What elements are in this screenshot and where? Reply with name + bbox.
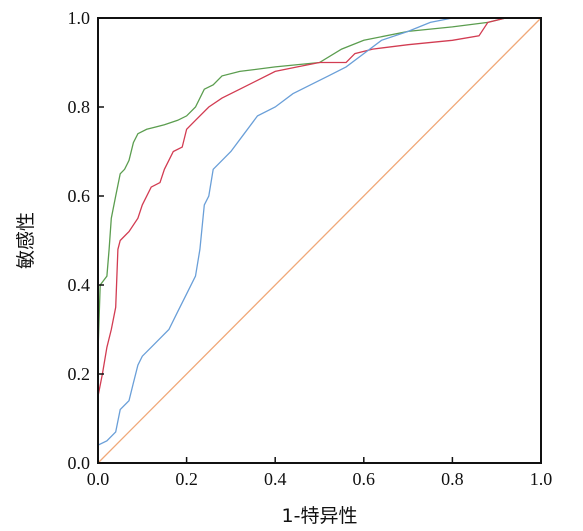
series-line-2 <box>97 17 541 463</box>
x-tick-label: 0.4 <box>264 469 287 489</box>
series-line-3 <box>97 17 541 463</box>
series-line-4 <box>97 17 542 464</box>
x-tick-label: 0.2 <box>175 469 198 489</box>
series-layer <box>97 17 542 464</box>
y-tick-label: 0.2 <box>68 364 91 384</box>
y-tick-label: 1.0 <box>68 8 91 28</box>
x-tick-label: 0.8 <box>441 469 464 489</box>
y-tick-label: 0.4 <box>68 275 91 295</box>
y-tick-label: 0.6 <box>68 186 91 206</box>
x-axis-label: 1-特异性 <box>282 505 358 527</box>
x-tick-label: 0.0 <box>87 469 110 489</box>
tick-layer: 0.0 0.2 0.4 0.6 0.8 1.0 0.0 0.2 0.4 0.6 0.8 1.0 <box>68 8 553 489</box>
y-tick-label: 0.0 <box>68 453 91 473</box>
x-tick-label: 0.6 <box>353 469 376 489</box>
x-tick-label: 1.0 <box>530 469 553 489</box>
series-line-1 <box>97 17 541 463</box>
y-tick-label: 0.8 <box>68 97 91 117</box>
plot-frame <box>97 17 542 464</box>
y-axis-label: 敏感性 <box>15 212 37 269</box>
